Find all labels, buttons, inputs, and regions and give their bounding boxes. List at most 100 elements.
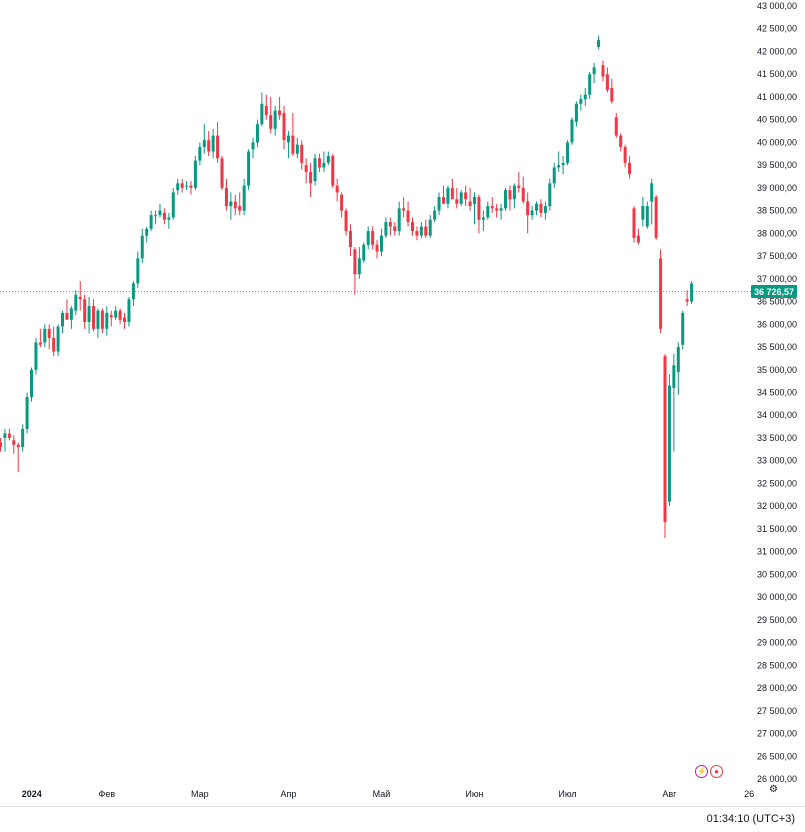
- candle: [162, 208, 166, 225]
- candle: [388, 217, 392, 236]
- candle-body: [30, 369, 34, 398]
- candle-body: [335, 185, 339, 193]
- candle-body: [21, 428, 25, 448]
- candle-body: [326, 156, 330, 163]
- candle-body: [180, 183, 184, 188]
- candle-body: [619, 135, 623, 147]
- candle: [499, 203, 503, 220]
- candle: [552, 162, 556, 188]
- candle-body: [397, 208, 401, 232]
- candle: [517, 171, 521, 193]
- candle-body: [632, 208, 636, 238]
- candle: [667, 374, 671, 507]
- candle-body: [216, 135, 220, 159]
- x-tick-label: Авг: [662, 789, 677, 799]
- candle-body: [415, 231, 419, 236]
- candle: [211, 128, 215, 159]
- candle-body: [295, 144, 299, 154]
- candle-body: [47, 328, 51, 338]
- candle: [87, 297, 91, 334]
- candle: [216, 121, 220, 163]
- candle-body: [393, 226, 397, 232]
- y-tick-label: 37 000,00: [757, 274, 797, 284]
- candle: [229, 192, 233, 220]
- candle: [304, 158, 308, 184]
- candle: [282, 106, 286, 150]
- clock-readout[interactable]: 01:34:10 (UTC+3): [706, 813, 795, 825]
- candle: [220, 156, 224, 191]
- candle: [326, 151, 330, 166]
- y-axis[interactable]: 43 000,00 42 500,00 42 000,00 41 500,00 41 0…: [757, 1, 797, 784]
- candle: [43, 324, 47, 348]
- candle-body: [636, 235, 640, 243]
- candle-body: [610, 87, 614, 102]
- candle-body: [659, 258, 663, 329]
- settings-icon[interactable]: ⚙: [769, 784, 778, 795]
- candle-body: [614, 117, 618, 136]
- candle: [34, 337, 38, 375]
- candle-body: [0, 442, 2, 448]
- x-tick-label: Июл: [558, 789, 576, 799]
- candle: [397, 201, 401, 236]
- candle-body: [233, 201, 237, 209]
- candle: [495, 203, 499, 218]
- candle: [393, 221, 397, 236]
- candle-body: [690, 283, 694, 302]
- candle-body: [477, 196, 481, 220]
- candle-body: [512, 185, 516, 200]
- candle: [659, 249, 663, 334]
- candle-body: [114, 310, 118, 318]
- candle-body: [286, 135, 290, 143]
- y-tick-label: 36 500,00: [757, 297, 797, 307]
- candle: [601, 60, 605, 82]
- candle: [654, 194, 658, 241]
- candle-body: [362, 244, 366, 261]
- candle: [464, 185, 468, 207]
- candle-body: [140, 235, 144, 259]
- candle: [224, 178, 228, 211]
- candle: [632, 206, 636, 243]
- candle: [530, 206, 534, 220]
- candle: [109, 310, 113, 327]
- candle: [167, 212, 171, 229]
- candle: [566, 140, 570, 166]
- candle-body: [535, 203, 539, 211]
- candle: [158, 203, 162, 218]
- x-axis[interactable]: 2024 Фев Мар Апр Май Июн Июл Авг 26: [22, 789, 754, 799]
- candle: [30, 367, 34, 402]
- candle: [83, 294, 87, 329]
- y-tick-label: 34 000,00: [757, 410, 797, 420]
- candle: [371, 226, 375, 250]
- candle-body: [176, 183, 180, 191]
- y-tick-label: 43 000,00: [757, 1, 797, 11]
- candle-body: [530, 210, 534, 216]
- record-icon[interactable]: ●: [710, 765, 723, 778]
- y-tick-label: 31 500,00: [757, 524, 797, 534]
- candle-body: [251, 142, 255, 150]
- y-tick-label: 41 000,00: [757, 92, 797, 102]
- candle-body: [552, 167, 556, 184]
- candle-body: [419, 226, 423, 236]
- candle: [114, 306, 118, 320]
- candle: [140, 228, 144, 263]
- candle-body: [193, 160, 197, 188]
- candle: [105, 306, 109, 336]
- candle: [402, 196, 406, 218]
- candle-body: [340, 194, 344, 211]
- candle: [264, 94, 268, 120]
- candle-body: [207, 140, 211, 152]
- y-tick-label: 28 000,00: [757, 683, 797, 693]
- candle: [260, 92, 264, 127]
- lightning-icon[interactable]: ⚡: [695, 765, 708, 778]
- candle-body: [650, 183, 654, 202]
- candle: [583, 87, 587, 107]
- candle: [442, 185, 445, 204]
- y-tick-label: 39 000,00: [757, 183, 797, 193]
- candlestick-chart[interactable]: 43 000,00 42 500,00 42 000,00 41 500,00 41 0…: [0, 0, 805, 806]
- candle-body: [300, 144, 304, 163]
- candle-body: [428, 219, 432, 236]
- candle-body: [171, 192, 175, 218]
- candle-body: [601, 65, 605, 77]
- candle-body: [579, 99, 583, 104]
- candle: [269, 96, 273, 134]
